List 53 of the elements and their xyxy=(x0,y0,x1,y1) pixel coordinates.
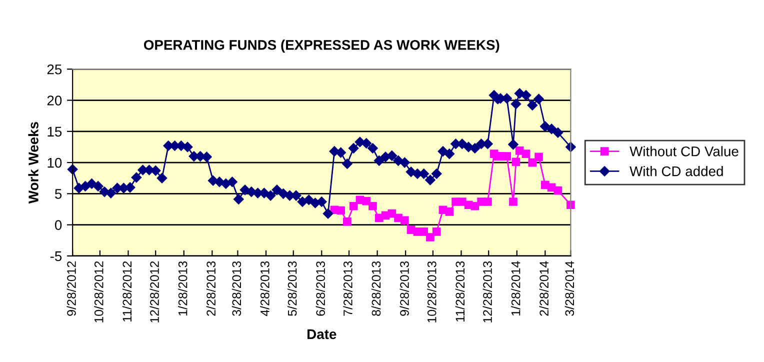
x-tick-label: 5/28/2013 xyxy=(288,261,297,316)
x-tick-label: 1/28/2013 xyxy=(178,261,188,316)
x-tick-label: 2/28/2014 xyxy=(539,261,549,316)
y-tick-label: -5 xyxy=(50,251,62,262)
point xyxy=(343,218,352,226)
point xyxy=(388,209,396,218)
point xyxy=(484,198,492,206)
point xyxy=(426,233,434,242)
point xyxy=(528,158,537,167)
point xyxy=(445,208,454,216)
x-tick-label: 6/28/2013 xyxy=(316,261,325,316)
x-tick-label: 12/28/2013 xyxy=(482,261,492,322)
y-tick-label: 25 xyxy=(47,64,62,74)
point xyxy=(509,198,518,206)
point xyxy=(349,202,358,210)
y-tick-label: 10 xyxy=(48,158,62,168)
x-tick-label: 11/28/2013 xyxy=(455,261,465,322)
point xyxy=(368,202,377,210)
point xyxy=(336,206,345,215)
y-tick-label: 5 xyxy=(54,189,62,199)
point xyxy=(420,227,428,236)
x-tick-label: 3/28/2014 xyxy=(564,261,574,316)
point xyxy=(534,152,543,162)
point xyxy=(554,186,562,195)
y-axis-title: Work Weeks xyxy=(28,122,38,204)
x-tick-label: 2/28/2013 xyxy=(206,261,216,316)
x-axis-title: Date xyxy=(308,329,336,340)
y-tick-label: 15 xyxy=(48,126,62,137)
x-tick-label: 9/28/2013 xyxy=(400,261,409,316)
point xyxy=(512,158,520,166)
x-tick-label: 1/28/2014 xyxy=(511,261,520,316)
y-tick-label: 20 xyxy=(47,96,62,106)
x-tick-label: 12/28/2012 xyxy=(150,261,159,322)
point xyxy=(400,216,409,225)
x-tick-label: 3/28/2013 xyxy=(232,261,242,316)
point xyxy=(432,227,441,236)
x-tick-label: 8/28/2013 xyxy=(371,261,381,316)
y-tick-label: 0 xyxy=(54,220,62,230)
x-tick-label: 11/28/2012 xyxy=(122,261,132,322)
x-tick-label: 4/28/2013 xyxy=(260,261,270,316)
legend-label: Without CD Value xyxy=(630,146,738,156)
x-tick-label: 9/28/2012 xyxy=(66,261,76,316)
chart-title: OPERATING FUNDS (EXPRESSED AS WORK WEEKS) xyxy=(144,40,500,53)
point xyxy=(458,198,466,206)
point xyxy=(522,150,530,158)
legend-label: With CD added xyxy=(630,166,723,176)
point xyxy=(502,152,512,160)
x-tick-label: 10/28/2013 xyxy=(427,261,436,322)
x-tick-label: 10/28/2012 xyxy=(94,261,104,322)
point xyxy=(362,196,371,206)
point xyxy=(515,146,524,155)
x-tick-label: 7/28/2013 xyxy=(343,261,352,316)
point xyxy=(470,202,480,210)
